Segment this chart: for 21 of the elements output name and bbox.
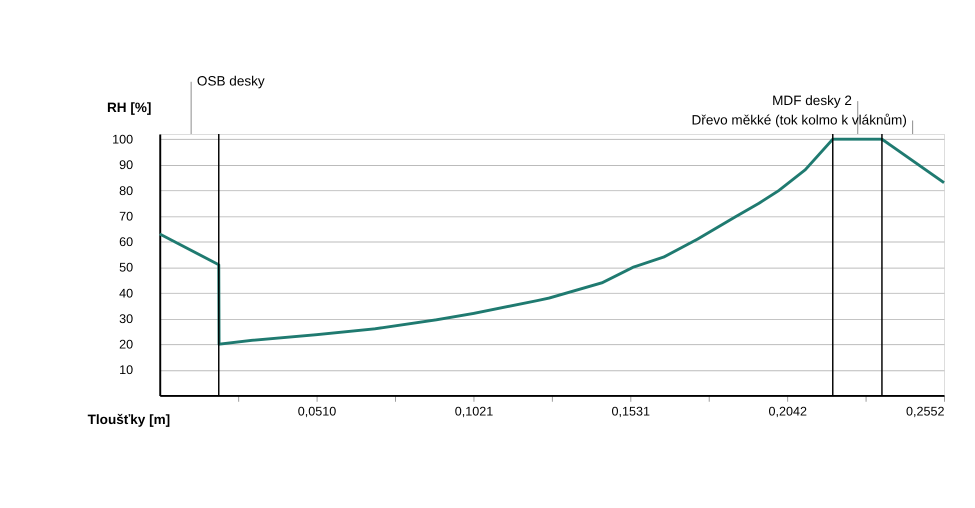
y-tick-label: 60	[119, 235, 134, 250]
x-tick-label: 0,1021	[454, 404, 494, 418]
y-tick-label: 40	[119, 286, 134, 300]
y-axis-title: RH [%]	[106, 100, 152, 116]
line-series	[158, 138, 946, 346]
x-tick-label: 0,0510	[298, 404, 336, 418]
text: OSB desky	[196, 74, 265, 89]
text: MDF desky 2	[772, 92, 852, 108]
text: Dřevo měkké (tok kolmo k vláknům)	[692, 112, 907, 128]
y-tick-label: 100	[112, 132, 134, 147]
y-tick-label: 90	[119, 158, 134, 172]
y-tick-label: 70	[119, 209, 134, 224]
x-tick-label: 0,2552	[906, 404, 944, 418]
x-tick-label: 0,2042	[768, 404, 808, 418]
x-tick-label: 0,1531	[611, 404, 650, 418]
y-tick-label: 20	[119, 338, 134, 352]
x-axis-title: Tloušťky [m]	[88, 412, 170, 428]
y-tick-label: 30	[119, 312, 134, 326]
y-tick-label: 80	[119, 184, 134, 198]
y-tick-label: 50	[119, 260, 134, 275]
y-tick-label: 10	[119, 363, 134, 378]
